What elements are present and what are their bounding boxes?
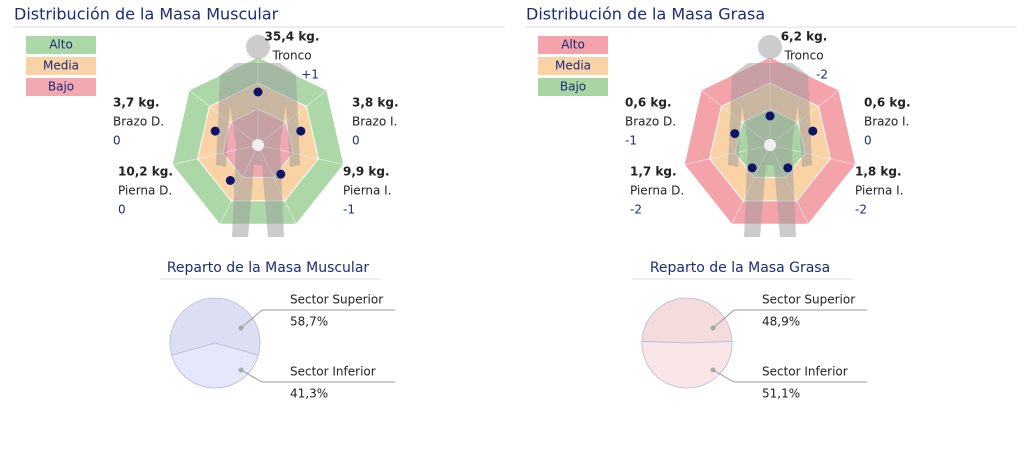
mass-label: 0,6 kg.	[864, 96, 911, 110]
score-label: 0	[352, 134, 360, 148]
sector-value: 48,9%	[762, 315, 800, 329]
score-dot	[210, 126, 220, 136]
mass-label: 10,2 kg.	[118, 165, 173, 179]
mass-label: 1,8 kg.	[855, 165, 902, 179]
segment-name: Pierna I.	[343, 184, 392, 198]
score-label: -1	[625, 134, 637, 148]
score-label: -1	[343, 203, 355, 217]
center-hub	[764, 139, 776, 151]
panel-title: Distribución de la Masa Grasa	[526, 5, 765, 24]
legend-label: Alto	[561, 38, 585, 52]
score-label: 0	[864, 134, 872, 148]
sector-name: Sector Inferior	[762, 365, 848, 379]
legend-label: Bajo	[560, 80, 586, 94]
legend-swatch	[26, 78, 96, 96]
head	[758, 35, 782, 59]
pie-slice	[169, 297, 261, 356]
score-label: 0	[118, 203, 126, 217]
segment-name: Brazo I.	[352, 115, 397, 129]
score-dot	[808, 126, 818, 136]
score-label: +1	[301, 68, 319, 82]
legend-swatch	[538, 36, 608, 54]
pie-slice	[171, 342, 259, 389]
pie-slice	[641, 297, 733, 344]
legend-swatch	[26, 57, 96, 75]
score-label: -2	[855, 203, 867, 217]
legend-label: Bajo	[48, 80, 74, 94]
leader	[240, 309, 263, 329]
pie-slice	[641, 341, 733, 389]
legend-swatch	[538, 57, 608, 75]
mass-label: 0,6 kg.	[625, 96, 672, 110]
legend-label: Media	[555, 59, 591, 73]
legend-label: Alto	[49, 38, 73, 52]
score-dot	[296, 126, 306, 136]
leader	[712, 369, 735, 383]
center-hub	[252, 139, 264, 151]
panel-title: Distribución de la Masa Muscular	[14, 5, 279, 24]
score-label: -2	[630, 203, 642, 217]
legend-swatch	[26, 36, 96, 54]
score-dot	[783, 163, 793, 173]
segment-name: Brazo D.	[625, 115, 676, 129]
head	[246, 35, 270, 59]
legend-swatch	[538, 78, 608, 96]
pie-title: Reparto de la Masa Muscular	[167, 260, 370, 276]
leader	[712, 309, 735, 329]
mass-label: 1,7 kg.	[630, 165, 677, 179]
score-dot	[225, 175, 235, 185]
score-dot	[765, 111, 775, 121]
score-dot	[253, 87, 263, 97]
pie-title: Reparto de la Masa Grasa	[650, 260, 830, 276]
mass-label: 3,8 kg.	[352, 96, 399, 110]
leader	[240, 369, 263, 383]
mass-label: 35,4 kg.	[265, 30, 320, 44]
sector-name: Sector Superior	[762, 293, 855, 307]
score-dot	[730, 129, 740, 139]
segment-name: Pierna D.	[630, 184, 684, 198]
mass-label: 9,9 kg.	[343, 165, 390, 179]
sector-value: 51,1%	[762, 387, 800, 401]
segment-name: Brazo I.	[864, 115, 909, 129]
score-dot	[747, 163, 757, 173]
segment-name: Tronco	[271, 49, 311, 63]
mass-label: 6,2 kg.	[781, 30, 828, 44]
segment-name: Pierna I.	[855, 184, 904, 198]
sector-value: 41,3%	[290, 387, 328, 401]
sector-name: Sector Superior	[290, 293, 383, 307]
score-label: 0	[113, 134, 121, 148]
segment-name: Tronco	[783, 49, 823, 63]
score-dot	[276, 169, 286, 179]
score-label: -2	[816, 68, 828, 82]
sector-value: 58,7%	[290, 315, 328, 329]
segment-name: Pierna D.	[118, 184, 172, 198]
legend-label: Media	[43, 59, 79, 73]
segment-name: Brazo D.	[113, 115, 164, 129]
mass-label: 3,7 kg.	[113, 96, 160, 110]
sector-name: Sector Inferior	[290, 365, 376, 379]
